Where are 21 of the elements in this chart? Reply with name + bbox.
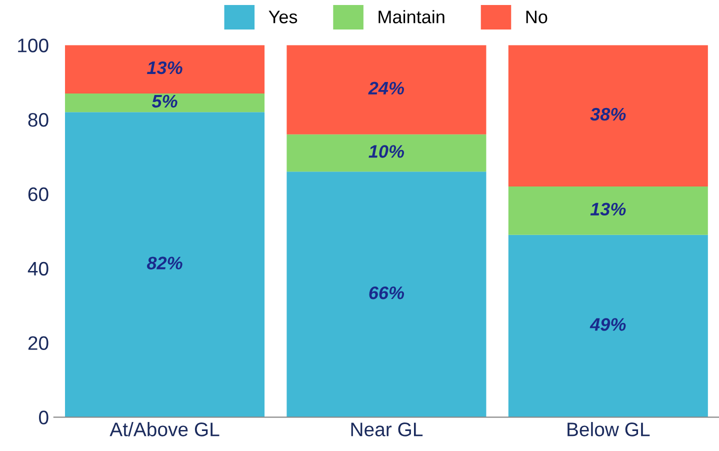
legend-label: No [526, 10, 548, 24]
y-tick-label: 60 [28, 187, 48, 202]
y-tick-label: 40 [28, 262, 48, 276]
x-tick-label: Near GL [351, 422, 423, 436]
data-label: 24% [368, 82, 404, 95]
data-label: 49% [590, 318, 626, 331]
y-tick-label: 0 [39, 410, 48, 424]
data-label: 5% [152, 94, 178, 108]
data-label: 13% [590, 202, 626, 216]
legend-label: Yes [268, 10, 298, 24]
data-label: 66% [369, 286, 404, 300]
y-tick-label: 80 [28, 112, 48, 127]
data-label: 38% [590, 108, 626, 121]
x-tick-label: At/Above GL [110, 422, 220, 436]
data-label: 10% [368, 145, 404, 158]
y-tick-label: 100 [18, 38, 48, 52]
legend-label: Maintain [378, 10, 444, 24]
x-tick-label: Below GL [568, 422, 650, 436]
y-tick-label: 20 [28, 336, 48, 350]
data-label: 82% [146, 256, 182, 270]
data-label: 13% [146, 61, 182, 74]
